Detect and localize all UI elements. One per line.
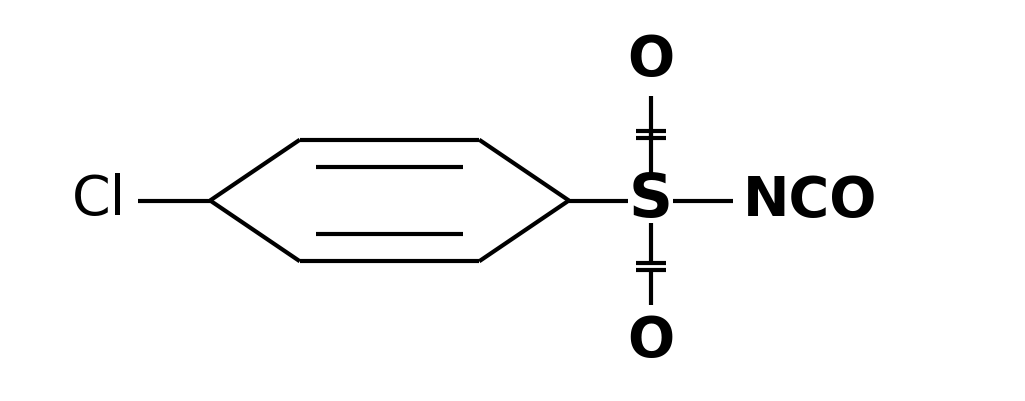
Text: NCO: NCO [743, 174, 877, 227]
Text: O: O [627, 314, 674, 368]
Text: S: S [629, 171, 672, 230]
Text: O: O [627, 33, 674, 87]
Text: Cl: Cl [72, 174, 126, 227]
